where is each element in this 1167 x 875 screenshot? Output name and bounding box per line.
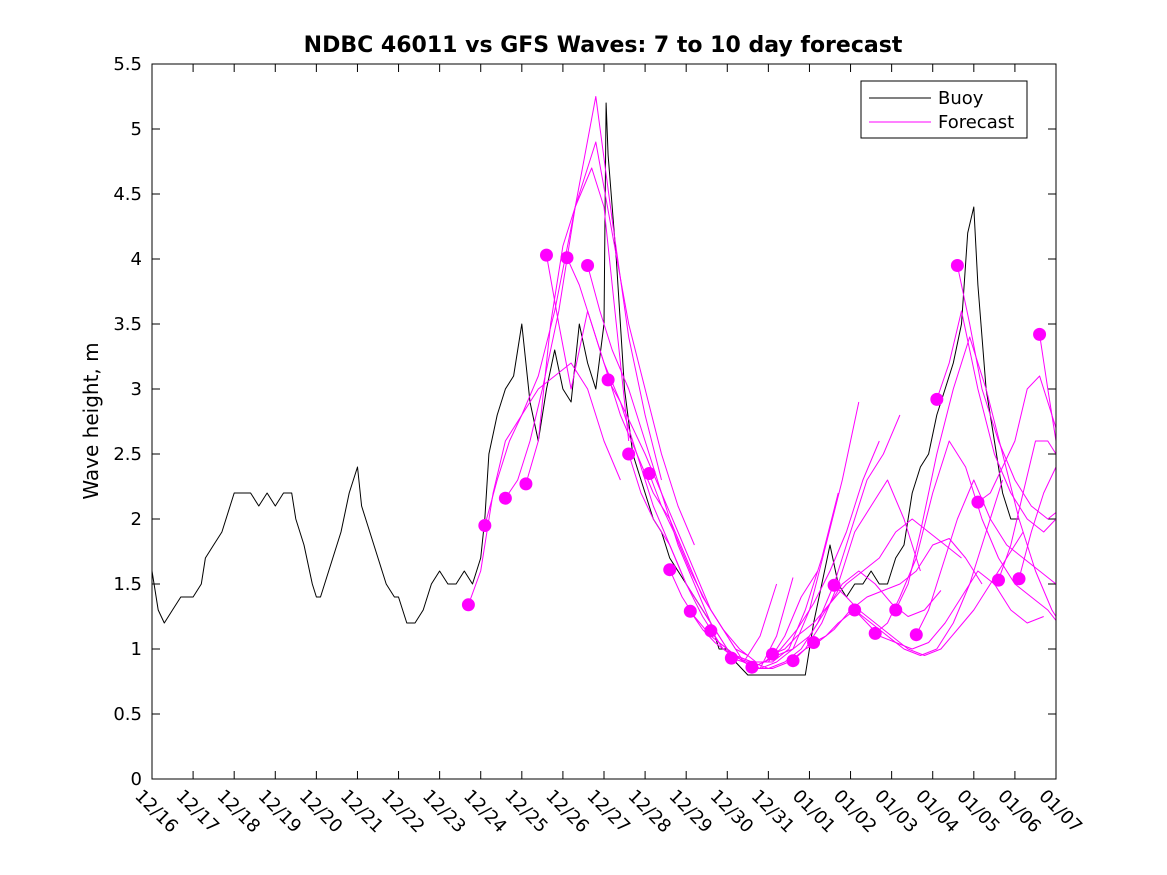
forecast-series-line	[772, 518, 962, 655]
chart-title: NDBC 46011 vs GFS Waves: 7 to 10 day for…	[304, 33, 903, 58]
forecast-marker	[622, 447, 636, 461]
legend-buoy-label: Buoy	[938, 88, 984, 109]
forecast-marker	[581, 259, 595, 272]
legend: Buoy Forecast	[860, 80, 1028, 139]
forecast-series-line	[895, 336, 1057, 617]
forecast-marker	[827, 578, 841, 592]
forecast-marker	[950, 259, 964, 272]
forecast-marker	[971, 495, 985, 509]
forecast-marker	[848, 603, 862, 617]
y-tick-label: 0	[131, 769, 142, 790]
forecast-marker	[539, 248, 553, 262]
forecast-series-line	[484, 167, 630, 526]
forecast-marker	[663, 563, 677, 577]
y-tick-label: 5	[131, 119, 142, 140]
forecast-series-line	[689, 440, 880, 663]
forecast-marker	[807, 636, 821, 649]
forecast-marker	[889, 603, 903, 617]
forecast-marker	[909, 628, 923, 642]
forecast-series-line	[998, 440, 1057, 581]
forecast-marker	[478, 519, 492, 532]
buoy-series-line	[151, 102, 1019, 676]
y-tick-label: 2.5	[113, 444, 142, 465]
forecast-series-line	[525, 141, 695, 546]
forecast-series-line	[467, 362, 621, 605]
forecast-marker	[1012, 572, 1026, 586]
y-tick-label: 5.5	[113, 54, 142, 75]
y-tick-label: 0.5	[113, 704, 142, 725]
forecast-marker	[724, 651, 738, 665]
forecast-marker	[683, 604, 697, 618]
y-tick-label: 4	[131, 249, 142, 270]
y-tick-label: 1	[131, 639, 142, 660]
legend-forecast-label: Forecast	[938, 112, 1014, 133]
forecast-marker	[991, 573, 1005, 587]
forecast-marker	[601, 373, 615, 387]
axes-box	[151, 63, 1057, 780]
y-tick-label: 3.5	[113, 314, 142, 335]
forecast-series-line	[977, 375, 1057, 503]
forecast-marker	[642, 467, 656, 480]
forecast-marker	[786, 654, 800, 668]
forecast-series-line	[874, 440, 1057, 634]
forecast-marker	[868, 626, 882, 640]
y-axis-label: Wave height, m	[79, 342, 103, 499]
y-tick-label: 3	[131, 379, 142, 400]
forecast-series-line	[648, 473, 839, 663]
forecast-marker	[765, 647, 779, 661]
forecast-marker	[930, 392, 944, 406]
forecast-series-line	[936, 310, 1057, 533]
y-tick-label: 1.5	[113, 574, 142, 595]
forecast-marker	[1033, 327, 1047, 341]
forecast-series-line	[956, 265, 1057, 520]
y-tick-label: 4.5	[113, 184, 142, 205]
forecast-marker	[745, 660, 759, 674]
forecast-series-line	[1018, 466, 1057, 579]
legend-box	[860, 80, 1028, 139]
forecast-marker	[704, 624, 718, 638]
forecast-series-line	[1039, 334, 1057, 442]
forecast-marker	[519, 477, 533, 491]
forecast-marker	[498, 491, 512, 505]
forecast-marker	[461, 598, 475, 612]
forecast-marker	[560, 251, 574, 265]
y-tick-label: 2	[131, 509, 142, 530]
